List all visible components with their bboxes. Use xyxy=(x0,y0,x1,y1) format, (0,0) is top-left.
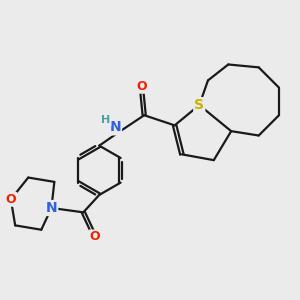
Text: N: N xyxy=(110,120,121,134)
Text: O: O xyxy=(5,193,16,206)
Text: N: N xyxy=(46,201,57,215)
Text: O: O xyxy=(136,80,147,93)
Text: O: O xyxy=(90,230,100,244)
Text: S: S xyxy=(194,98,204,112)
Text: H: H xyxy=(101,116,111,125)
